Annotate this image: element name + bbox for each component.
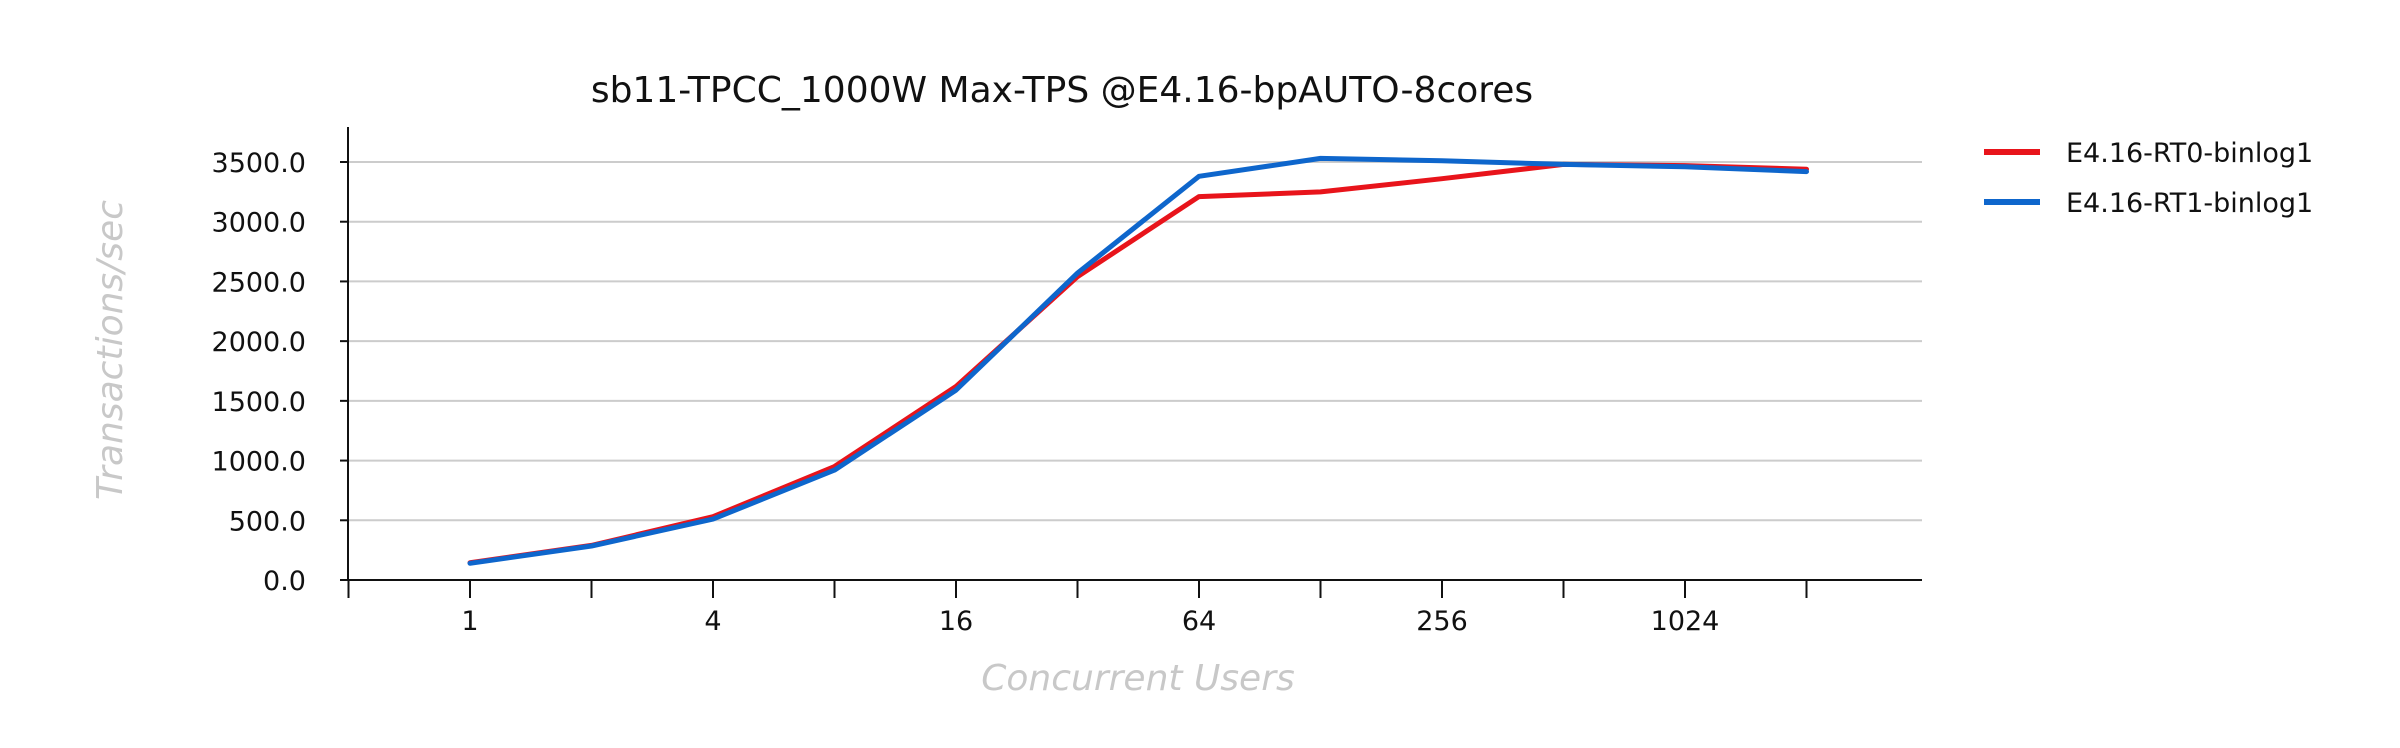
x-tick-label: 1024: [1651, 606, 1720, 637]
x-tick-label: 16: [939, 606, 973, 637]
legend-label: E4.16-RT1-binlog1: [2066, 188, 2313, 219]
y-tick-label: 2500.0: [212, 267, 306, 298]
y-tick-label: 1000.0: [212, 447, 306, 478]
legend-label: E4.16-RT0-binlog1: [2066, 138, 2313, 169]
y-tick-label: 500.0: [229, 506, 306, 537]
grid-layer: [348, 161, 1922, 522]
y-axis-title: Transactions/sec: [90, 200, 131, 500]
chart-title: sb11-TPCC_1000W Max-TPS @E4.16-bpAUTO-8c…: [591, 70, 1533, 111]
axis-layer: 0.0 500.0 1000.0 1500.0 2000.0 2500.0 3000.0 35…: [212, 127, 1922, 637]
series-line-2: [467, 155, 1809, 566]
y-tick-label: 3500.0: [212, 148, 306, 179]
x-tick-label: 256: [1416, 606, 1468, 637]
y-tick-label: 2000.0: [212, 327, 306, 358]
x-tick-label: 1: [461, 606, 478, 637]
x-axis-title: Concurrent Users: [981, 658, 1295, 699]
x-tick-label: 4: [704, 606, 721, 637]
y-tick-label: 0.0: [263, 566, 306, 597]
y-tick-label: 1500.0: [212, 387, 306, 418]
y-tick-label: 3000.0: [212, 208, 306, 239]
legend: E4.16-RT0-binlog1 E4.16-RT1-binlog1: [1984, 138, 2313, 219]
series-layer: [467, 155, 1809, 566]
x-tick-label: 64: [1182, 606, 1216, 637]
